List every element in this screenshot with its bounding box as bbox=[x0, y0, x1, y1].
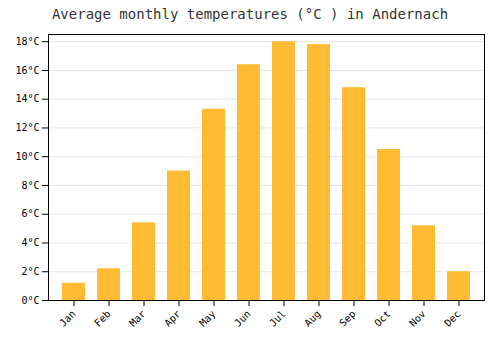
svg-text:16°C: 16°C bbox=[15, 65, 39, 76]
svg-text:0°C: 0°C bbox=[21, 295, 39, 306]
svg-text:Aug: Aug bbox=[302, 308, 323, 329]
svg-text:4°C: 4°C bbox=[21, 237, 39, 248]
svg-text:10°C: 10°C bbox=[15, 151, 39, 162]
svg-text:Mar: Mar bbox=[127, 308, 148, 329]
svg-text:Jan: Jan bbox=[57, 308, 78, 329]
svg-text:Jul: Jul bbox=[267, 308, 288, 329]
svg-text:Jun: Jun bbox=[232, 308, 253, 329]
svg-text:8°C: 8°C bbox=[21, 180, 39, 191]
svg-text:Dec: Dec bbox=[442, 308, 463, 329]
svg-text:Feb: Feb bbox=[92, 308, 113, 329]
svg-text:May: May bbox=[197, 308, 218, 329]
svg-text:Oct: Oct bbox=[372, 308, 393, 329]
svg-text:Sep: Sep bbox=[337, 308, 358, 329]
svg-text:Apr: Apr bbox=[162, 308, 183, 329]
svg-text:2°C: 2°C bbox=[21, 266, 39, 277]
svg-text:12°C: 12°C bbox=[15, 122, 39, 133]
svg-text:6°C: 6°C bbox=[21, 208, 39, 219]
svg-text:Nov: Nov bbox=[407, 308, 428, 329]
svg-text:14°C: 14°C bbox=[15, 93, 39, 104]
html-text:Average monthly temperatures (: Average monthly temperatures (°C ) in An… bbox=[51, 6, 449, 22]
svg-text:18°C: 18°C bbox=[15, 36, 39, 47]
